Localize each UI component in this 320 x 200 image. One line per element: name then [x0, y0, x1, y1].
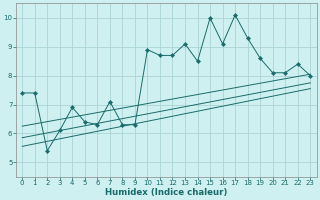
X-axis label: Humidex (Indice chaleur): Humidex (Indice chaleur)	[105, 188, 228, 197]
